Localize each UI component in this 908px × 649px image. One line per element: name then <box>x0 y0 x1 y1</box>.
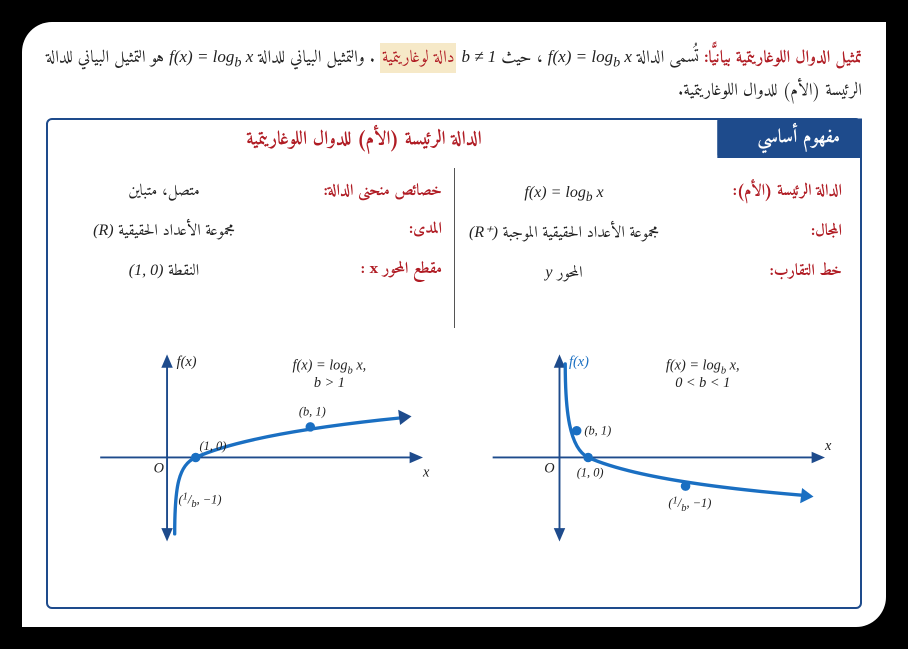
value-asymptote: المحور y <box>466 260 662 288</box>
pt-inv: (1/b, −1) <box>179 492 222 511</box>
label-asymptote: خط التقارب: <box>662 260 842 286</box>
pt-b1: (b, 1) <box>299 405 326 419</box>
graph-b-gt-1: O f(x) x (1, 0) (b, 1) <box>62 299 444 597</box>
graph-svg-left: O f(x) x (b, 1) (1, 0) <box>464 299 846 597</box>
label-domain: المجال: <box>662 220 842 246</box>
label-curve-props: خصائص منحنى الدالة: <box>262 180 442 206</box>
caption1: f(x) = logb x, <box>293 358 367 377</box>
row-curve-props: خصائص منحنى الدالة: متصل، متباين <box>66 180 442 206</box>
graph-svg-right: O f(x) x (1, 0) (b, 1) <box>62 299 444 597</box>
stage: تمثيل الدوال اللوغاريتمية بيانيًّا: تُسم… <box>0 0 908 649</box>
row-range: المدى: مجموعة الأعداد الحقيقية (R) <box>66 218 442 246</box>
asymptote-text: المحور <box>557 260 583 288</box>
col-right: الدالة الرئيسة (الأم): f(x) = logb x الم… <box>466 170 842 299</box>
value-range: مجموعة الأعداد الحقيقية (R) <box>66 218 262 246</box>
concept-title: الدالة الرئيسة (الأم) للدوال اللوغاريتمي… <box>48 120 680 160</box>
x-label: x <box>422 465 430 481</box>
intro-formula3: f(x) = logb x <box>169 47 253 66</box>
concept-box: مفهوم أساسي الدالة الرئيسة (الأم) للدوال… <box>46 118 862 609</box>
caption2: b > 1 <box>314 375 345 391</box>
caption1-l: f(x) = logb x, <box>666 358 740 377</box>
row-xintercept: مقطع المحور x : النقطة (1, 0) <box>66 258 442 286</box>
document-card: تمثيل الدوال اللوغاريتمية بيانيًّا: تُسم… <box>22 22 886 627</box>
intro-part1: تُسمى الدالة <box>637 43 699 73</box>
pt-10: (1, 0) <box>200 439 227 453</box>
concept-tab: مفهوم أساسي <box>717 118 862 158</box>
value-parent-fn: f(x) = logb x <box>466 180 662 208</box>
caption2-l: 0 < b < 1 <box>675 375 730 391</box>
intro-formula1: f(x) = logb x <box>548 47 632 66</box>
range-text: مجموعة الأعداد الحقيقية <box>118 218 235 246</box>
intro-paragraph: تمثيل الدوال اللوغاريتمية بيانيًّا: تُسم… <box>46 42 862 106</box>
value-domain: مجموعة الأعداد الحقيقية الموجبة (R⁺) <box>466 220 662 248</box>
intro-highlight: دالة لوغاريتمية <box>380 43 457 73</box>
intro-part2: ، حيث <box>501 43 543 73</box>
domain-formula: (R⁺) <box>469 224 498 241</box>
pt-10-l: (1, 0) <box>577 466 604 480</box>
fx-label-l: f(x) <box>569 354 589 370</box>
xint-text: النقطة <box>168 258 199 286</box>
row-domain: المجال: مجموعة الأعداد الحقيقية الموجبة … <box>466 220 842 248</box>
graphs-row: O f(x) x (1, 0) (b, 1) <box>48 299 860 607</box>
origin-label-l: O <box>544 461 554 477</box>
label-xintercept: مقطع المحور x : <box>262 258 442 284</box>
value-curve-props: متصل، متباين <box>66 180 262 206</box>
pt-b1-l: (b, 1) <box>584 424 611 438</box>
intro-title: تمثيل الدوال اللوغاريتمية بيانيًّا: <box>704 43 862 73</box>
intro-formula2: b ≠ 1 <box>461 47 496 66</box>
range-formula: (R) <box>93 222 113 239</box>
origin-label: O <box>154 461 164 477</box>
value-xintercept: النقطة (1, 0) <box>66 258 262 286</box>
col-left: خصائص منحنى الدالة: متصل، متباين المدى: … <box>66 170 442 299</box>
xint-formula: (1, 0) <box>129 262 164 279</box>
label-parent-fn: الدالة الرئيسة (الأم): <box>662 180 842 206</box>
label-range: المدى: <box>262 218 442 244</box>
x-label-l: x <box>824 438 832 454</box>
pt-inv-l: (1/b, −1) <box>668 495 711 514</box>
row-parent-fn: الدالة الرئيسة (الأم): f(x) = logb x <box>466 180 842 208</box>
vertical-divider <box>454 168 455 328</box>
concept-header: مفهوم أساسي الدالة الرئيسة (الأم) للدوال… <box>48 120 860 160</box>
domain-text: مجموعة الأعداد الحقيقية الموجبة <box>503 220 659 248</box>
intro-part3: . والتمثيل البياني للدالة <box>258 43 375 73</box>
row-asymptote: خط التقارب: المحور y <box>466 260 842 288</box>
asymptote-formula: y <box>545 264 552 281</box>
graph-b-lt-1: O f(x) x (b, 1) (1, 0) <box>464 299 846 597</box>
fx-label: f(x) <box>177 354 197 370</box>
